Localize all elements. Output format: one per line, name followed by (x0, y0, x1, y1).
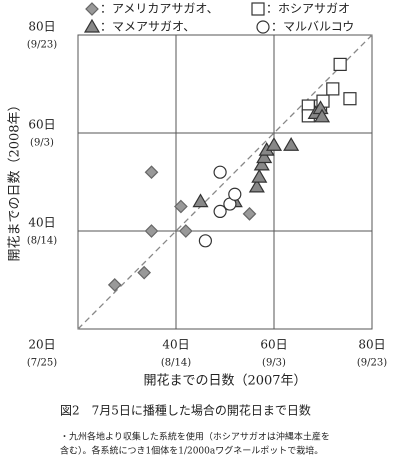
marker-square (326, 82, 340, 96)
marker-diamond (137, 265, 151, 280)
y-tick-sublabel: (9/23) (27, 40, 57, 51)
marker-diamond (174, 199, 188, 214)
marker-triangle (83, 18, 101, 33)
marker-circle (198, 234, 212, 248)
x-axis-title: 開花までの日数（2007年） (143, 373, 306, 389)
marker-diamond (144, 224, 159, 238)
marker-circle (213, 204, 227, 218)
marker-square (343, 92, 357, 106)
diagonal-line (77, 34, 373, 330)
marker-circle (256, 20, 270, 34)
marker-diamond (178, 224, 193, 238)
marker-triangle (256, 149, 273, 164)
marker-square (251, 2, 265, 16)
marker-circle (213, 165, 227, 179)
note: ・九州各地より収集した系統を使用（ホシアサガオは沖縄本土産を (60, 431, 330, 443)
marker-triangle (192, 193, 209, 208)
marker-circle (228, 187, 242, 201)
y-tick-label: 80日 (28, 20, 55, 34)
x-tick-label: 80日 (358, 338, 385, 352)
y-tick-label: 40日 (28, 216, 55, 230)
marker-diamond (85, 2, 99, 16)
note: 含む）。各系統につき1個体を1/2000aワグネールポットで栽培。 (60, 445, 323, 457)
y-tick-sublabel: (9/3) (30, 138, 54, 149)
marker-triangle (313, 108, 331, 123)
y-tick-sublabel: (8/14) (27, 236, 57, 247)
legend-label: ：マメアサガオ、 (100, 20, 195, 34)
marker-triangle (283, 137, 300, 151)
x-tick-label: 40日 (162, 338, 189, 352)
x-tick-sublabel: (9/3) (262, 358, 286, 369)
marker-triangle (253, 156, 270, 171)
x-tick-sublabel: (9/23) (357, 358, 387, 369)
y-tick-label: 60日 (28, 118, 55, 132)
legend-label: ：ホシアサガオ (266, 2, 350, 16)
marker-diamond (242, 207, 257, 221)
x-tick-sublabel: (7/25) (27, 358, 57, 369)
legend-label: ：マルバルコウ (271, 20, 354, 34)
marker-triangle (248, 178, 265, 193)
marker-diamond (144, 165, 159, 180)
legend-label: ：アメリカアサガオ、 (100, 2, 219, 16)
marker-diamond (107, 278, 122, 292)
x-tick-label: 20日 (28, 338, 55, 352)
marker-triangle (251, 168, 268, 183)
caption: 図2 7月5日に播種した場合の開花日まで日数 (60, 403, 311, 418)
x-tick-label: 60日 (260, 338, 287, 352)
marker-triangle (265, 137, 283, 151)
x-tick-sublabel: (8/14) (161, 358, 191, 369)
y-axis-title: 開花までの日数（2008年） (7, 98, 23, 261)
marker-square (333, 57, 347, 72)
